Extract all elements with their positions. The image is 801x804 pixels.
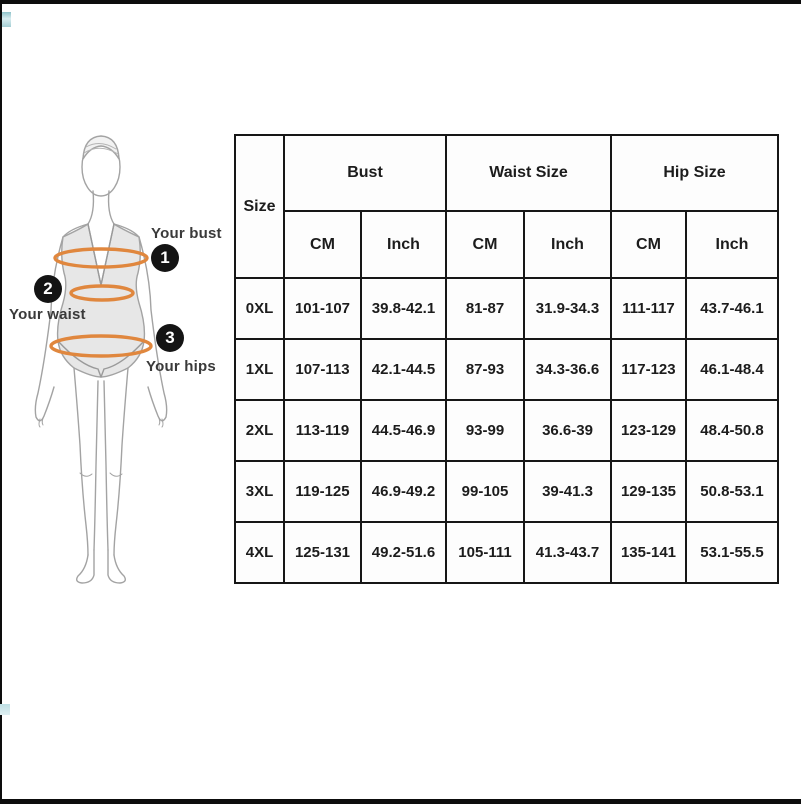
hip-cm-cell: 135-141 xyxy=(610,521,687,584)
bust-label: Your bust xyxy=(151,225,222,242)
hip-inch-cell: 53.1-55.5 xyxy=(685,521,779,584)
waist-inch-cell: 41.3-43.7 xyxy=(523,521,612,584)
table-row: 0XL 101-107 39.8-42.1 81-87 31.9-34.3 11… xyxy=(234,277,779,340)
header-waist-cm: CM xyxy=(445,210,525,279)
header-bust-inch: Inch xyxy=(360,210,447,279)
bottom-border-bar xyxy=(0,799,801,804)
header-size: Size xyxy=(234,134,285,279)
bust-inch-cell: 46.9-49.2 xyxy=(360,460,447,523)
header-waist-inch: Inch xyxy=(523,210,612,279)
hip-cm-cell: 129-135 xyxy=(610,460,687,523)
bust-inch-cell: 49.2-51.6 xyxy=(360,521,447,584)
size-cell: 2XL xyxy=(234,399,285,462)
header-hip-inch: Inch xyxy=(685,210,779,279)
header-group-bust: Bust xyxy=(283,134,447,212)
waist-cm-cell: 87-93 xyxy=(445,338,525,401)
table-row: 2XL 113-119 44.5-46.9 93-99 36.6-39 123-… xyxy=(234,399,779,462)
size-cell: 0XL xyxy=(234,277,285,340)
waist-cm-cell: 81-87 xyxy=(445,277,525,340)
hip-cm-cell: 111-117 xyxy=(610,277,687,340)
table-row: 4XL 125-131 49.2-51.6 105-111 41.3-43.7 … xyxy=(234,521,779,584)
waist-inch-cell: 34.3-36.6 xyxy=(523,338,612,401)
bust-inch-cell: 44.5-46.9 xyxy=(360,399,447,462)
waist-measure-line xyxy=(69,284,135,302)
left-border-bar xyxy=(0,0,2,804)
hip-inch-cell: 43.7-46.1 xyxy=(685,277,779,340)
table-row: 1XL 107-113 42.1-44.5 87-93 34.3-36.6 11… xyxy=(234,338,779,401)
woman-silhouette-illustration xyxy=(34,135,168,584)
measurement-figure: Your bust 1 2 Your waist 3 Your hips xyxy=(0,125,232,595)
waist-inch-cell: 36.6-39 xyxy=(523,399,612,462)
waist-cm-cell: 105-111 xyxy=(445,521,525,584)
hip-inch-cell: 50.8-53.1 xyxy=(685,460,779,523)
bust-cm-cell: 125-131 xyxy=(283,521,362,584)
bust-inch-cell: 42.1-44.5 xyxy=(360,338,447,401)
waist-inch-cell: 39-41.3 xyxy=(523,460,612,523)
size-chart-table: Size Bust Waist Size Hip Size CM Inch CM… xyxy=(234,134,779,584)
header-group-hip: Hip Size xyxy=(610,134,779,212)
size-cell: 4XL xyxy=(234,521,285,584)
bust-measure-line xyxy=(53,247,149,269)
waist-cm-cell: 93-99 xyxy=(445,399,525,462)
hip-inch-cell: 48.4-50.8 xyxy=(685,399,779,462)
top-left-color-swatch xyxy=(2,12,11,27)
bust-cm-cell: 107-113 xyxy=(283,338,362,401)
waist-marker-2-icon: 2 xyxy=(34,275,62,303)
bust-cm-cell: 119-125 xyxy=(283,460,362,523)
bottom-left-color-swatch xyxy=(0,704,10,715)
bust-inch-cell: 39.8-42.1 xyxy=(360,277,447,340)
header-bust-cm: CM xyxy=(283,210,362,279)
waist-label: Your waist xyxy=(9,306,86,323)
bust-cm-cell: 113-119 xyxy=(283,399,362,462)
hip-cm-cell: 117-123 xyxy=(610,338,687,401)
hips-measure-line xyxy=(49,334,153,358)
header-hip-cm: CM xyxy=(610,210,687,279)
hips-label: Your hips xyxy=(146,358,216,375)
bust-marker-1-icon: 1 xyxy=(151,244,179,272)
hips-marker-3-icon: 3 xyxy=(156,324,184,352)
header-group-waist: Waist Size xyxy=(445,134,612,212)
hip-cm-cell: 123-129 xyxy=(610,399,687,462)
top-border-bar xyxy=(0,0,801,4)
waist-cm-cell: 99-105 xyxy=(445,460,525,523)
bust-cm-cell: 101-107 xyxy=(283,277,362,340)
hip-inch-cell: 46.1-48.4 xyxy=(685,338,779,401)
size-cell: 1XL xyxy=(234,338,285,401)
size-cell: 3XL xyxy=(234,460,285,523)
waist-inch-cell: 31.9-34.3 xyxy=(523,277,612,340)
table-row: 3XL 119-125 46.9-49.2 99-105 39-41.3 129… xyxy=(234,460,779,523)
